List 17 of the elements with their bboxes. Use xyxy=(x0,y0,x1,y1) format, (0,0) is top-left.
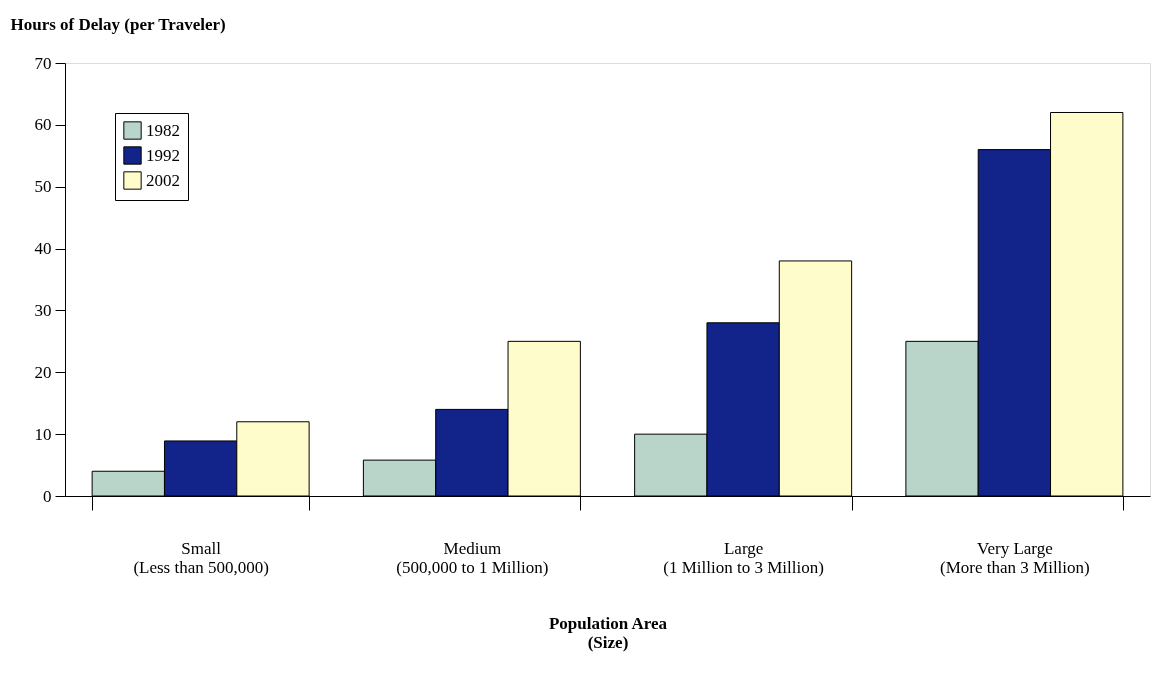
y-tick-label: 60 xyxy=(34,115,52,135)
legend-label: 1982 xyxy=(146,120,180,140)
x-axis-title: Population Area (Size) xyxy=(548,613,668,652)
legend-label: 2002 xyxy=(146,170,180,190)
x-tick-label: Small (Less than 500,000) xyxy=(133,538,269,577)
y-axis-title: Hours of Delay (per Traveler) xyxy=(10,14,226,34)
x-tick-label: Large (1 Million to 3 Million) xyxy=(663,538,824,577)
y-tick-label: 0 xyxy=(43,486,52,506)
y-tick-label: 50 xyxy=(34,177,52,197)
y-tick-label: 10 xyxy=(34,424,52,444)
y-tick-label: 20 xyxy=(34,362,52,382)
legend-label: 1992 xyxy=(146,145,180,165)
y-tick-label: 30 xyxy=(34,300,52,320)
y-tick-label: 40 xyxy=(34,239,52,259)
x-tick-label: Very Large (More than 3 Million) xyxy=(940,538,1090,577)
y-tick-label: 70 xyxy=(34,53,52,73)
x-tick-label: Medium (500,000 to 1 Million) xyxy=(396,538,549,577)
